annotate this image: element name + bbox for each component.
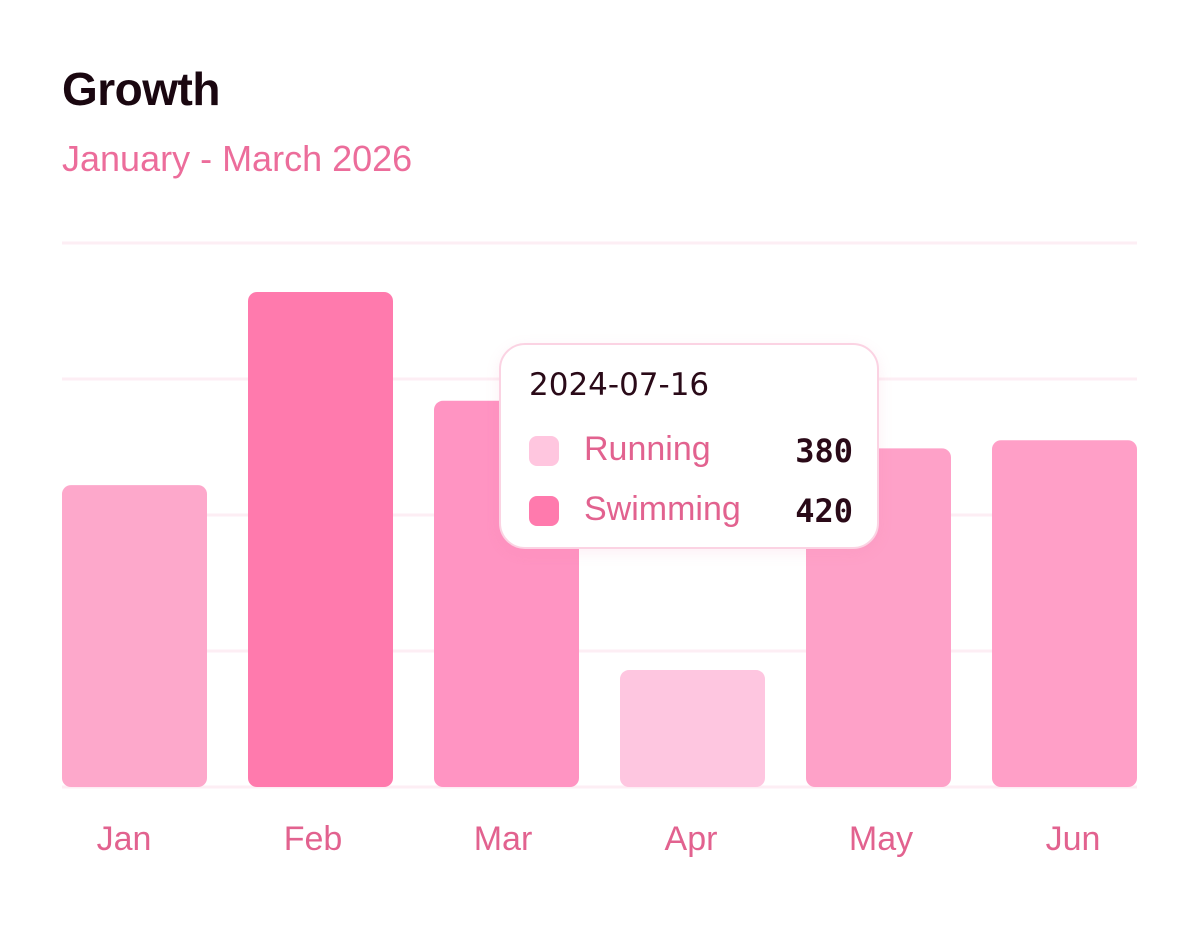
x-tick-label: Jun — [1046, 820, 1101, 858]
tooltip-value-running: 380 — [795, 432, 853, 470]
tooltip-date: 2024-07-16 — [529, 367, 710, 403]
running-swatch-icon — [529, 436, 559, 466]
swimming-swatch-icon — [529, 496, 559, 526]
tooltip-label-swimming: Swimming — [584, 490, 741, 528]
chart-tooltip: 2024-07-16 Running 380 Swimming 420 — [499, 343, 879, 549]
x-tick-label: Jan — [97, 820, 152, 858]
chart-title: Growth — [62, 63, 220, 115]
bar-apr[interactable] — [620, 670, 765, 787]
chart-subtitle: January - March 2026 — [62, 138, 413, 179]
tooltip-value-swimming: 420 — [795, 492, 853, 530]
x-tick-label: Apr — [665, 820, 718, 858]
x-tick-label: May — [849, 820, 913, 858]
bar-jan[interactable] — [62, 485, 207, 787]
tooltip-row-running: Running 380 — [529, 430, 853, 470]
x-tick-label: Feb — [284, 820, 343, 858]
bar-feb[interactable] — [248, 291, 393, 787]
tooltip-row-swimming: Swimming 420 — [529, 490, 853, 530]
bar-jun[interactable] — [992, 440, 1137, 787]
x-tick-label: Mar — [474, 820, 533, 858]
tooltip-label-running: Running — [584, 430, 711, 468]
